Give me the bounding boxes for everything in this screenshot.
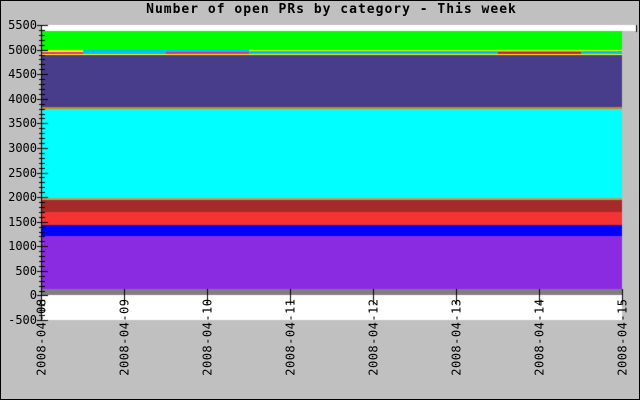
x-tick-label: 2008-04-10 [200,298,214,376]
y-tick-label: 2000 [8,190,37,205]
x-tick-label: 2008-04-12 [366,298,380,376]
chart-title: Number of open PRs by category - This we… [146,2,517,17]
y-tick-label: 4500 [8,67,37,82]
x-tick-label: 2008-04-13 [449,298,463,376]
y-tick-label: 500 [15,263,37,278]
y-tick-label: 5000 [8,42,37,57]
x-tick-label: 2008-04-11 [283,298,297,376]
y-tick-label: 5500 [8,18,37,32]
y-tick-label: 3000 [8,140,37,155]
y-tick-label: 3500 [8,116,37,131]
y-tick-label: 4000 [8,91,37,106]
y-tick-label: 2500 [8,165,37,180]
x-tick-label: 2008-04-14 [532,298,546,376]
y-tick-label: 1500 [8,214,37,229]
x-tick-label: 2008-04-15 [615,298,629,376]
y-tick-label: 1000 [8,239,37,254]
x-tick-label: 2008-04-08 [34,298,48,376]
y-tick-label: 0 [29,288,37,303]
y-tick-label: -500 [8,313,37,327]
x-tick-label: 2008-04-09 [117,298,131,376]
